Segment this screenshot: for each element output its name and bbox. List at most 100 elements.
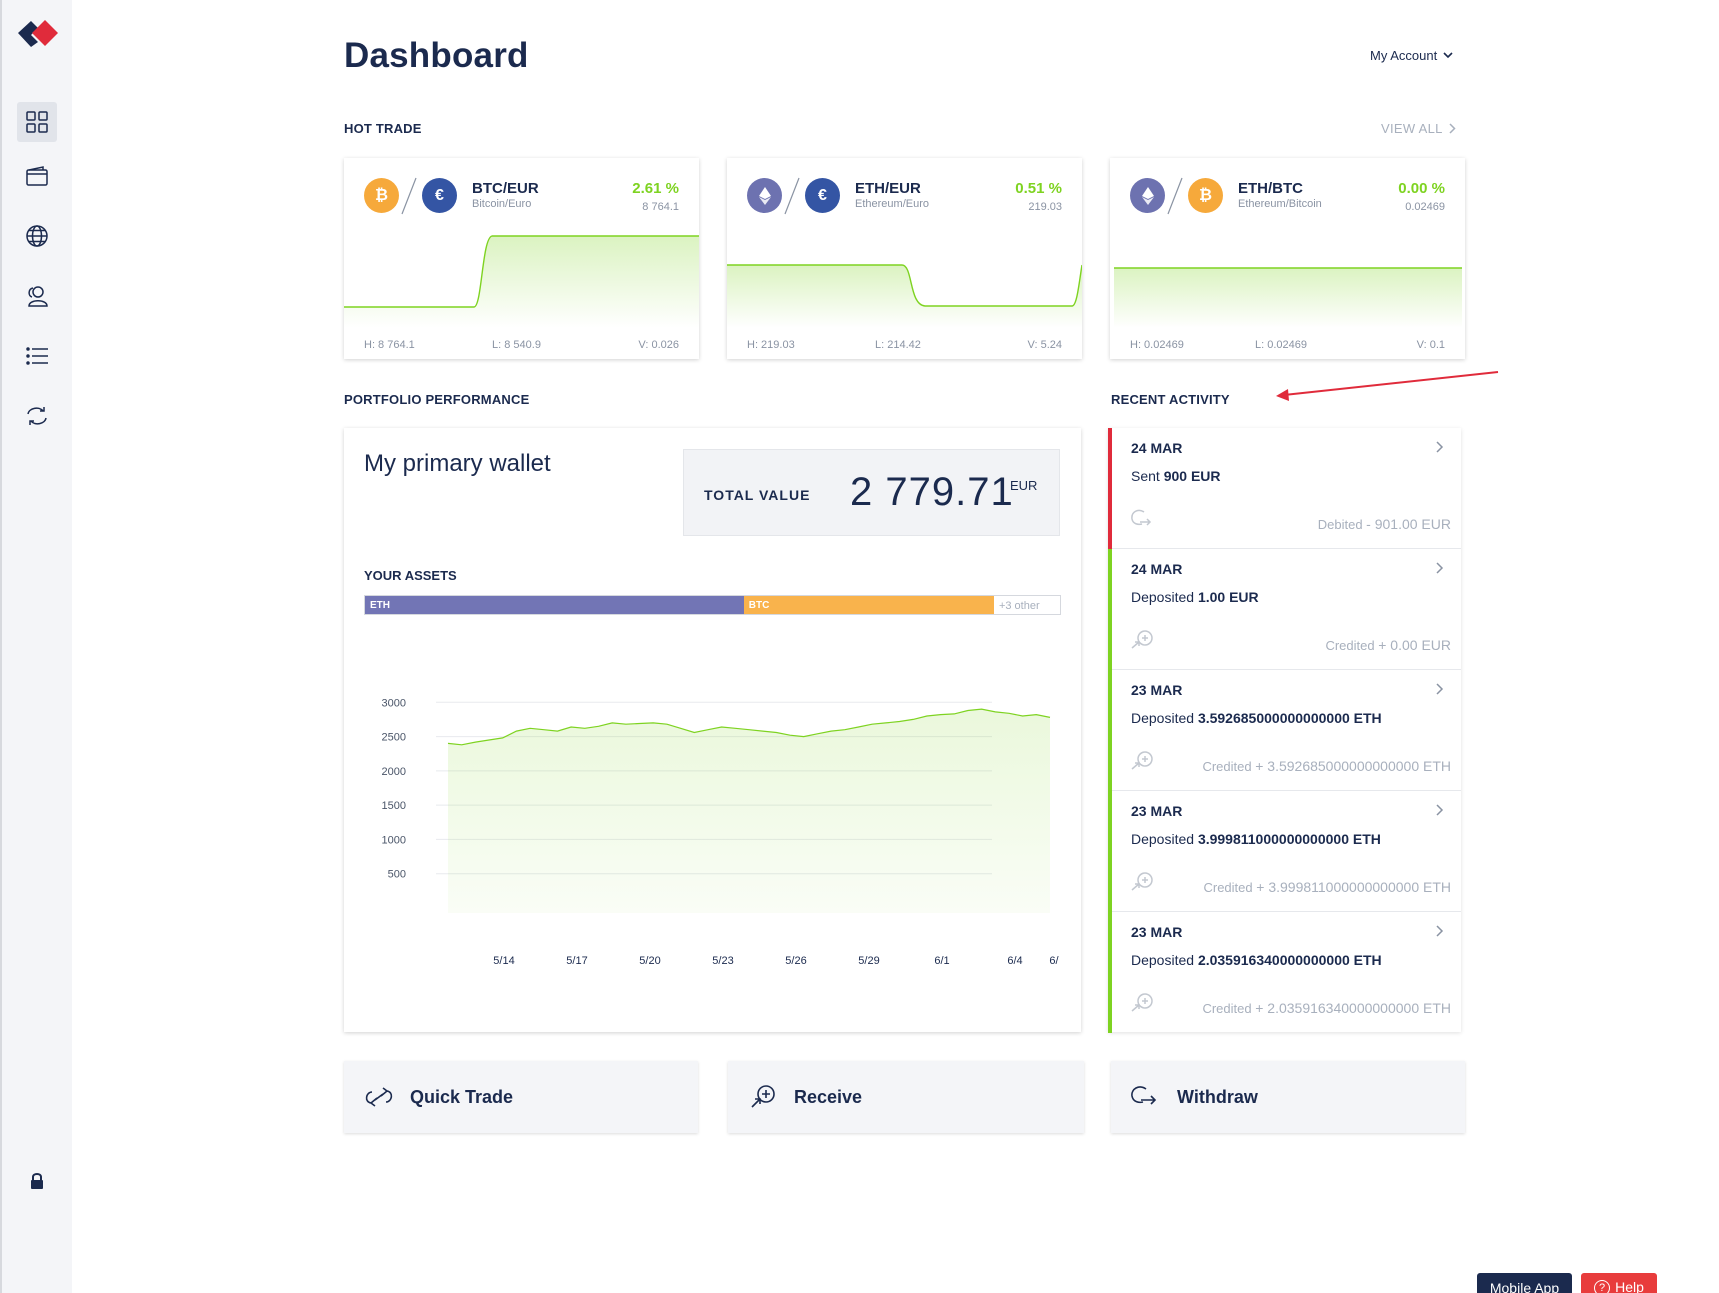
receive-icon xyxy=(1131,872,1153,891)
x-tick-label: 6/4 xyxy=(1007,955,1022,967)
volume-stat: V: 0.1 xyxy=(1416,339,1445,351)
account-menu[interactable]: My Account xyxy=(1370,48,1453,63)
asset-allocation-bar: ETH BTC +3 other xyxy=(364,595,1061,615)
activity-date: 23 MAR xyxy=(1131,803,1183,819)
chevron-right-icon xyxy=(1436,804,1444,816)
high-stat: H: 219.03 xyxy=(747,339,795,351)
grid-icon xyxy=(26,111,48,133)
mobile-app-button[interactable]: Mobile App xyxy=(1477,1273,1572,1293)
withdraw-button[interactable]: Withdraw xyxy=(1111,1061,1465,1133)
status-bar xyxy=(1108,428,1112,549)
pair-subtitle: Bitcoin/Euro xyxy=(472,198,532,210)
ethereum-icon xyxy=(747,178,782,213)
activity-description: Sent 900 EUR xyxy=(1131,468,1221,484)
y-tick-label: 2000 xyxy=(382,766,406,778)
activity-item[interactable]: 23 MAR Deposited 3.999811000000000000 ET… xyxy=(1108,791,1461,912)
y-tick-label: 2500 xyxy=(382,732,406,744)
last-price: 219.03 xyxy=(1028,201,1062,213)
pair-subtitle: Ethereum/Bitcoin xyxy=(1238,198,1322,210)
receive-label: Receive xyxy=(794,1086,863,1107)
brand-logo[interactable] xyxy=(16,18,60,48)
activity-date: 24 MAR xyxy=(1131,561,1183,577)
x-tick-label: 5/14 xyxy=(493,955,514,967)
high-stat: H: 8 764.1 xyxy=(364,339,415,351)
y-tick-label: 3000 xyxy=(382,697,406,709)
trade-card-btc-eur[interactable]: ₿ € BTC/EUR Bitcoin/Euro 2.61 % 8 764.1 … xyxy=(344,158,699,359)
activity-item[interactable]: 23 MAR Deposited 2.035916340000000000 ET… xyxy=(1108,912,1461,1033)
ethereum-icon xyxy=(1130,178,1165,213)
pair-subtitle: Ethereum/Euro xyxy=(855,198,929,210)
sidebar xyxy=(0,0,72,1293)
sidebar-item-markets[interactable] xyxy=(17,216,57,256)
lock-icon[interactable] xyxy=(29,1172,45,1190)
chevron-right-icon xyxy=(1436,683,1444,695)
chevron-right-icon xyxy=(1436,925,1444,937)
status-bar xyxy=(1108,549,1112,670)
change-percent: 2.61 % xyxy=(632,180,679,197)
quick-trade-button[interactable]: Quick Trade xyxy=(344,1061,698,1133)
chevron-right-icon xyxy=(1436,441,1444,453)
activity-footer: Credited + 3.999811000000000000 ETH xyxy=(1203,879,1451,895)
view-all-link[interactable]: VIEW ALL xyxy=(1381,121,1456,136)
x-tick-label: 5/26 xyxy=(785,955,806,967)
withdraw-icon xyxy=(1131,509,1152,526)
activity-date: 23 MAR xyxy=(1131,924,1183,940)
wallet-name: My primary wallet xyxy=(364,450,551,477)
pair-name: ETH/EUR xyxy=(855,180,921,197)
activity-item[interactable]: 24 MAR Deposited 1.00 EUR Credited + 0.0… xyxy=(1108,549,1461,670)
exchange-icon xyxy=(365,1087,393,1107)
sidebar-item-dashboard[interactable] xyxy=(17,102,57,142)
volume-stat: V: 5.24 xyxy=(1027,339,1062,351)
slash-divider xyxy=(784,177,800,215)
receive-icon xyxy=(1131,993,1153,1012)
asset-segment-eth[interactable]: ETH xyxy=(365,596,744,614)
activity-item[interactable]: 23 MAR Deposited 3.592685000000000000 ET… xyxy=(1108,670,1461,791)
trade-card-eth-btc[interactable]: ₿ ETH/BTC Ethereum/Bitcoin 0.00 % 0.0246… xyxy=(1110,158,1465,359)
account-label: My Account xyxy=(1370,48,1438,63)
total-value-box: TOTAL VALUE 2 779.71 EUR xyxy=(683,449,1060,536)
trade-card-eth-eur[interactable]: € ETH/EUR Ethereum/Euro 0.51 % 219.03 H:… xyxy=(727,158,1082,359)
receive-icon xyxy=(751,1085,775,1108)
portfolio-label: PORTFOLIO PERFORMANCE xyxy=(344,392,530,407)
total-value-label: TOTAL VALUE xyxy=(704,487,811,503)
sparkline xyxy=(1114,267,1462,328)
help-label: Help xyxy=(1615,1279,1644,1293)
activity-date: 23 MAR xyxy=(1131,682,1183,698)
y-tick-label: 1000 xyxy=(382,834,406,846)
status-bar xyxy=(1108,791,1112,912)
change-percent: 0.00 % xyxy=(1398,180,1445,197)
activity-footer: Debited - 901.00 EUR xyxy=(1317,516,1451,532)
total-value: 2 779.71 xyxy=(850,470,1014,514)
bitcoin-icon: ₿ xyxy=(364,178,399,213)
receive-icon xyxy=(1131,751,1153,770)
last-price: 8 764.1 xyxy=(642,201,679,213)
low-stat: L: 0.02469 xyxy=(1255,339,1307,351)
total-currency: EUR xyxy=(1010,478,1038,493)
x-tick-label: 5/20 xyxy=(639,955,660,967)
annotation-arrow xyxy=(1276,371,1499,401)
activity-item[interactable]: 24 MAR Sent 900 EUR Debited - 901.00 EUR xyxy=(1108,428,1461,549)
sidebar-item-history[interactable] xyxy=(17,336,57,376)
volume-stat: V: 0.026 xyxy=(638,339,679,351)
chevron-down-icon xyxy=(1443,52,1453,59)
sidebar-item-exchange[interactable] xyxy=(17,396,57,436)
low-stat: L: 214.42 xyxy=(875,339,921,351)
sidebar-item-contacts[interactable] xyxy=(17,276,57,316)
receive-button[interactable]: Receive xyxy=(728,1061,1084,1133)
asset-segment-btc[interactable]: BTC xyxy=(743,596,994,614)
help-button[interactable]: ? Help xyxy=(1581,1273,1657,1293)
portfolio-card: My primary wallet TOTAL VALUE 2 779.71 E… xyxy=(344,428,1081,1032)
x-tick-label: 5/17 xyxy=(566,955,587,967)
activity-footer: Credited + 3.592685000000000000 ETH xyxy=(1202,758,1451,774)
x-tick-label: 6/1 xyxy=(934,955,949,967)
chevron-right-icon xyxy=(1449,123,1456,134)
withdraw-label: Withdraw xyxy=(1177,1086,1258,1107)
bitcoin-icon: ₿ xyxy=(1188,178,1223,213)
asset-segment-other[interactable]: +3 other xyxy=(993,596,1060,614)
status-bar xyxy=(1108,670,1112,791)
status-bar xyxy=(1108,912,1112,1033)
wallet-icon xyxy=(26,166,48,186)
sidebar-item-wallets[interactable] xyxy=(17,156,57,196)
sparkline xyxy=(727,264,1082,328)
